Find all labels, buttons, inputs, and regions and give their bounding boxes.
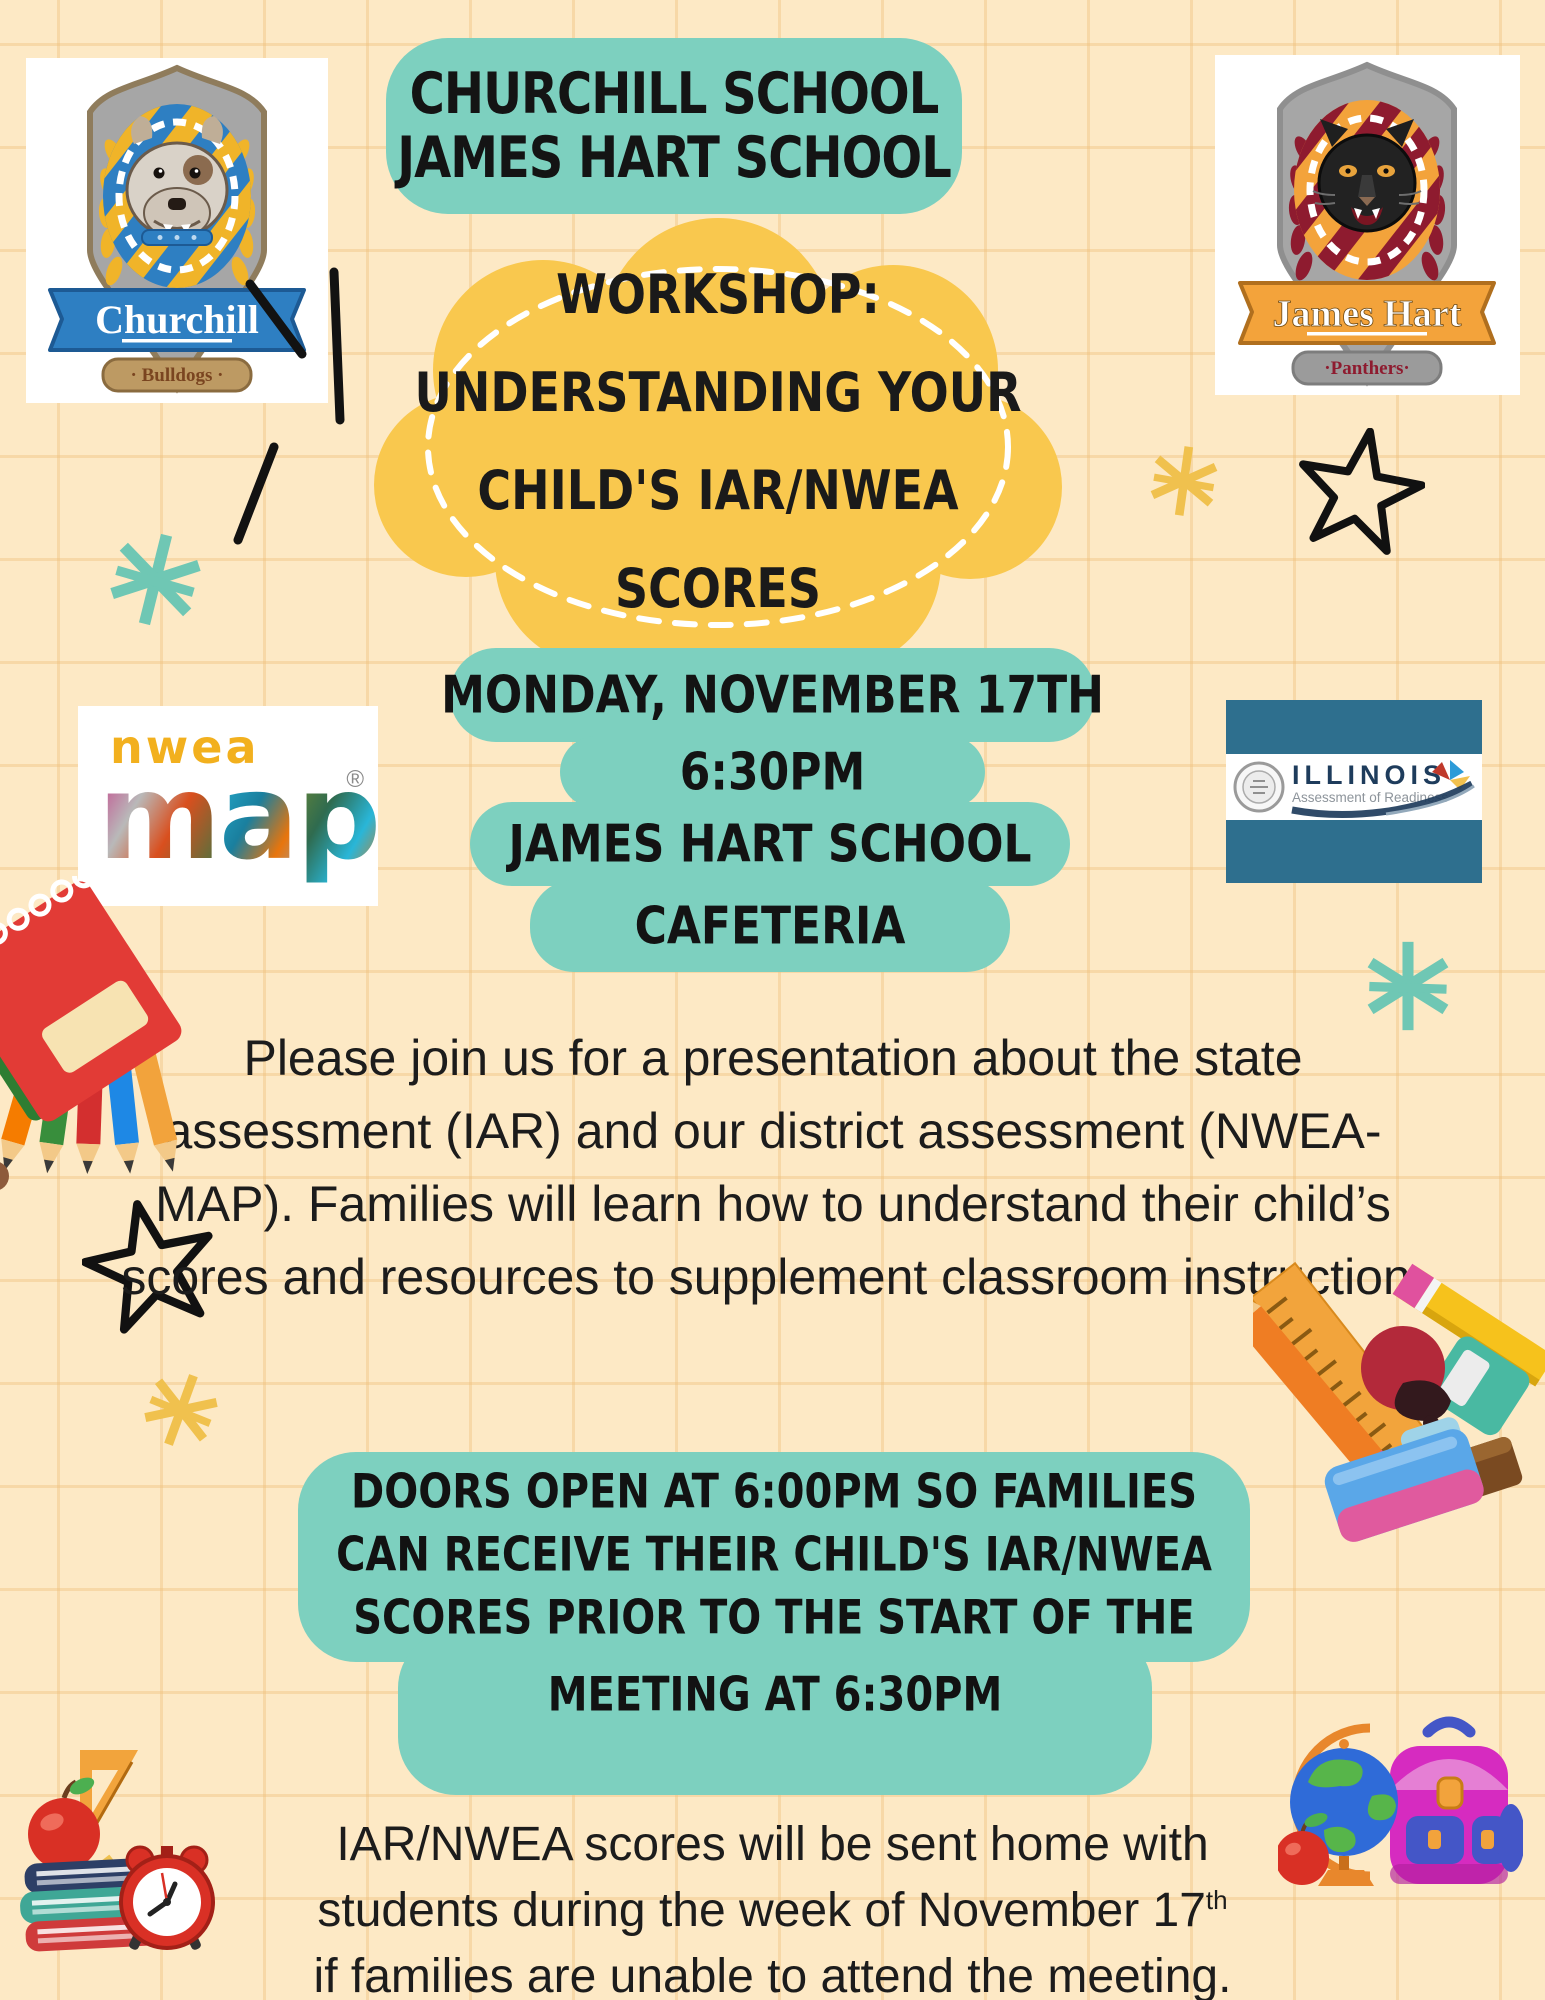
registered-mark: ® xyxy=(346,766,364,793)
churchill-mascot: · Bulldogs · xyxy=(131,365,224,386)
cloud-line-1: WORKSHOP: xyxy=(556,262,880,326)
title-line-1: CHURCHILL SCHOOL xyxy=(409,60,940,128)
doors-line-4: MEETING AT 6:30PM xyxy=(547,1667,1003,1723)
nwea-brand: nwea xyxy=(110,720,260,774)
apple-icon xyxy=(28,1777,100,1870)
globe-backpack-clipart xyxy=(1278,1716,1523,1886)
pinwheel-icon xyxy=(1432,760,1470,790)
eraser-icon xyxy=(1324,1429,1484,1542)
books-apple-clock-clipart xyxy=(20,1750,215,1952)
page-title: CHURCHILL SCHOOL JAMES HART SCHOOL xyxy=(386,38,962,214)
iar-subtitle: Assessment of Readiness xyxy=(1292,790,1449,805)
nwea-map-word: map xyxy=(98,748,381,886)
churchill-name: Churchill xyxy=(95,297,259,342)
churchill-logo: Churchill · Bulldogs · xyxy=(26,58,328,403)
ordinal-suffix: th xyxy=(1205,1885,1228,1915)
doors-line-2: CAN RECEIVE THEIR CHILD'S IAR/NWEA xyxy=(336,1527,1212,1583)
sharpener-icon xyxy=(1427,1336,1530,1436)
cloud-shape xyxy=(374,218,1062,671)
star-outline-icon xyxy=(1299,428,1425,555)
star-outline-icon xyxy=(82,1200,213,1334)
yellow-asterisk-icon xyxy=(144,1374,218,1446)
event-line-1: MONDAY, NOVEMBER 17TH xyxy=(441,648,1104,742)
illinois-iar-logo: ILLINOIS Assessment of Readiness xyxy=(1226,700,1482,883)
panther-icon xyxy=(1312,119,1422,233)
state-seal-icon xyxy=(1233,761,1285,813)
iar-top-band xyxy=(1226,700,1482,754)
cloud-line-2: UNDERSTANDING YOUR xyxy=(414,360,1022,424)
iar-title: ILLINOIS xyxy=(1292,760,1446,790)
james-hart-mascot: ·Panthers· xyxy=(1324,358,1410,379)
description-paragraph: Please join us for a presentation about … xyxy=(121,1030,1425,1305)
swoosh-icon xyxy=(1291,760,1475,818)
event-line-3: JAMES HART SCHOOL xyxy=(470,802,1070,886)
paintbrush-icon xyxy=(1361,1326,1451,1431)
churchill-crest-icon: Churchill · Bulldogs · xyxy=(48,64,306,394)
school-supplies-clipart xyxy=(1253,1261,1545,1542)
doors-note-box xyxy=(298,1452,1250,1662)
james-hart-logo: James Hart ·Panthers· xyxy=(1215,55,1520,395)
cloud-line-3: CHILD'S IAR/NWEA xyxy=(477,458,959,522)
emphasis-lines-icon xyxy=(233,267,345,545)
notebook-pencils-clipart xyxy=(0,876,182,1190)
globe-icon xyxy=(1290,1723,1398,1886)
iar-mid-band: ILLINOIS Assessment of Readiness xyxy=(1226,754,1482,820)
title-line-2: JAMES HART SCHOOL xyxy=(397,124,952,192)
doors-note-box-extension xyxy=(398,1630,1152,1795)
event-line-4: CAFETERIA xyxy=(530,880,1010,972)
doors-line-3: SCORES PRIOR TO THE START OF THE xyxy=(353,1590,1195,1646)
james-hart-crest-icon: James Hart ·Panthers· xyxy=(1238,61,1496,387)
james-hart-name: James Hart xyxy=(1273,293,1462,335)
red-notebook-icon xyxy=(0,876,182,1122)
footer-note: IAR/NWEA scores will be sent home with s… xyxy=(195,1812,1350,2000)
alarm-clock-icon xyxy=(119,1845,215,1950)
iar-bottom-band xyxy=(1226,820,1482,883)
footer-line-2: students during the week of November 17t… xyxy=(317,1884,1228,1937)
teal-asterisk-icon xyxy=(1367,941,1449,1031)
nwea-map-logo: nwea map ® xyxy=(78,706,381,906)
workshop-cloud: WORKSHOP: UNDERSTANDING YOUR CHILD'S IAR… xyxy=(368,215,1068,680)
cloud-line-4: SCORES xyxy=(615,556,821,620)
backpack-icon xyxy=(1390,1716,1523,1884)
event-line-2: 6:30PM xyxy=(560,736,985,808)
footer-line-3: if families are unable to attend the mee… xyxy=(313,1950,1232,2000)
apple-icon xyxy=(1278,1813,1329,1885)
teal-asterisk-icon xyxy=(110,533,201,626)
doors-line-1: DOORS OPEN AT 6:00PM SO FAMILIES xyxy=(350,1464,1197,1520)
yellow-asterisk-icon xyxy=(1150,446,1218,516)
bulldog-icon xyxy=(125,116,229,246)
footer-line-1: IAR/NWEA scores will be sent home with xyxy=(336,1818,1209,1871)
